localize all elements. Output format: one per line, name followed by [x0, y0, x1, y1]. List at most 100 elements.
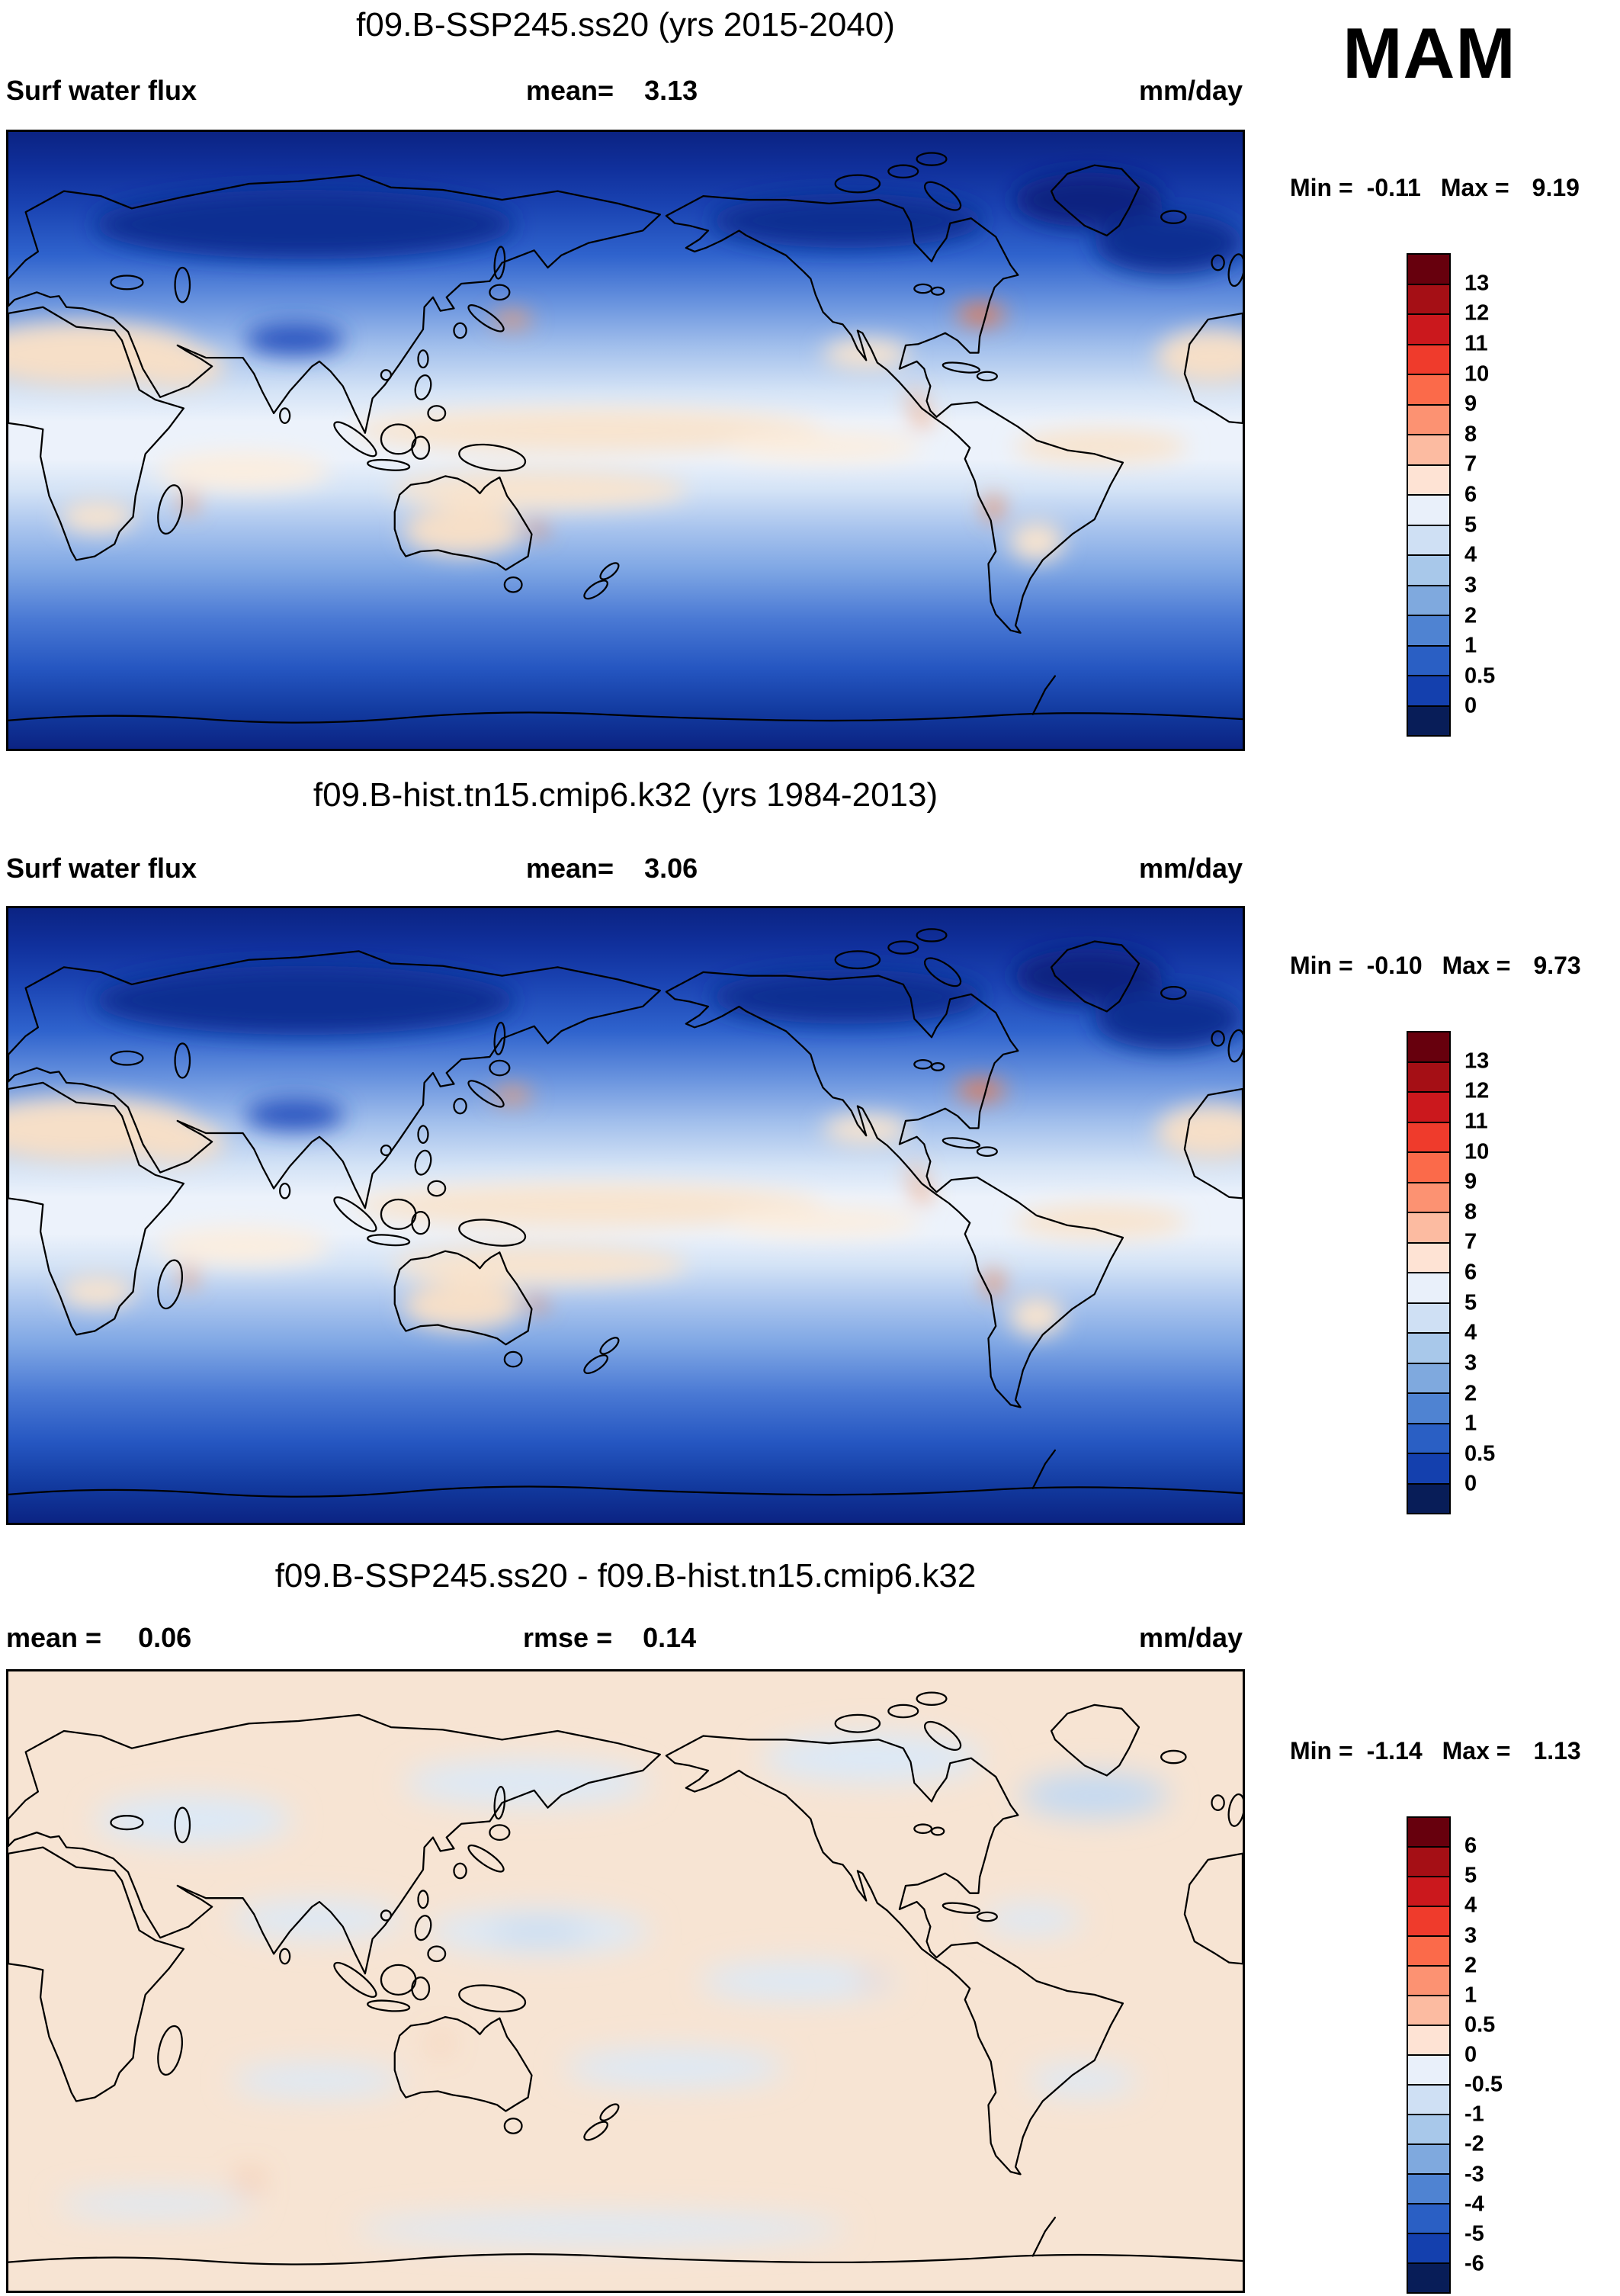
- colorbar-tick-label: 0.5: [1464, 2012, 1496, 2037]
- panel3-min-value: -1.14: [1366, 1737, 1423, 1765]
- colorbar-box: [1408, 1453, 1449, 1483]
- colorbar-tick-label: 4: [1464, 542, 1477, 567]
- panel3-colorbar: [1407, 1816, 1451, 2294]
- panel2-max-value: 9.73: [1533, 952, 1581, 979]
- colorbar-box: [1408, 1995, 1449, 2025]
- colorbar-tick-label: 9: [1464, 1169, 1477, 1194]
- panel3-colorbar-area: 6 5 4 3 2 1 0.5 0 -0.5 -1 -2 -3 -4 -5 -6: [1407, 1816, 1612, 2294]
- panel1-min-label: Min =: [1290, 174, 1353, 201]
- panel3-minmax: Min = -1.14 Max = 1.13: [1290, 1737, 1581, 1765]
- panel3-mean-label: mean =: [6, 1622, 102, 1653]
- panel1-colorbar-labels: 13 12 11 10 9 8 7 6 5 4 3 2 1 0.5 0: [1464, 253, 1594, 737]
- colorbar-box: [1408, 1935, 1449, 1965]
- colorbar-tick-label: 1: [1464, 1983, 1477, 2008]
- colorbar-tick-label: -5: [1464, 2221, 1484, 2246]
- colorbar-box: [1408, 2143, 1449, 2173]
- colorbar-tick-label: 12: [1464, 300, 1490, 326]
- panel2-map: [6, 906, 1245, 1525]
- colorbar-box: [1408, 1362, 1449, 1392]
- colorbar-box: [1408, 1241, 1449, 1272]
- colorbar-tick-label: 4: [1464, 1893, 1477, 1918]
- colorbar-tick-label: 0.5: [1464, 1441, 1496, 1466]
- panel2-colorbar-area: 13 12 11 10 9 8 7 6 5 4 3 2 1 0.5 0: [1407, 1031, 1612, 1514]
- panel2-title: f09.B-hist.tn15.cmip6.k32 (yrs 1984-2013…: [313, 776, 938, 814]
- colorbar-box: [1408, 1272, 1449, 1302]
- colorbar-box: [1408, 343, 1449, 374]
- colorbar-tick-label: 5: [1464, 1863, 1477, 1888]
- colorbar-tick-label: 11: [1464, 1109, 1488, 1134]
- panel2-min-label: Min =: [1290, 952, 1353, 979]
- colorbar-tick-label: -0.5: [1464, 2072, 1503, 2097]
- colorbar-tick-label: 3: [1464, 1923, 1477, 1948]
- panel3-mean-value: 0.06: [138, 1622, 192, 1653]
- colorbar-box: [1408, 2233, 1449, 2262]
- panel2-minmax: Min = -0.10 Max = 9.73: [1290, 952, 1581, 980]
- colorbar-box: [1408, 675, 1449, 705]
- colorbar-box: [1408, 494, 1449, 525]
- colorbar-tick-label: 9: [1464, 391, 1477, 416]
- colorbar-tick-label: 11: [1464, 331, 1488, 356]
- colorbar-box: [1408, 2054, 1449, 2084]
- colorbar-box: [1408, 2203, 1449, 2233]
- colorbar-tick-label: 3: [1464, 573, 1477, 598]
- panel3-min-label: Min =: [1290, 1737, 1353, 1765]
- colorbar-tick-label: 10: [1464, 361, 1490, 386]
- colorbar-tick-label: 6: [1464, 482, 1477, 507]
- colorbar-box: [1408, 2114, 1449, 2143]
- panel1-colorbar-area: 13 12 11 10 9 8 7 6 5 4 3 2 1 0.5 0: [1407, 253, 1612, 737]
- colorbar-tick-label: 5: [1464, 1290, 1477, 1315]
- colorbar-box: [1408, 283, 1449, 313]
- colorbar-box: [1408, 2262, 1449, 2292]
- colorbar-tick-label: -2: [1464, 2131, 1484, 2156]
- colorbar-box: [1408, 1091, 1449, 1122]
- colorbar-box: [1408, 1876, 1449, 1906]
- world-map-difference: [8, 1671, 1243, 2291]
- colorbar-box: [1408, 464, 1449, 494]
- colorbar-box: [1408, 1906, 1449, 1935]
- world-map-flux-2: [8, 908, 1243, 1523]
- colorbar-box: [1408, 313, 1449, 344]
- colorbar-tick-label: 2: [1464, 1381, 1477, 1405]
- colorbar-box: [1408, 1482, 1449, 1513]
- colorbar-tick-label: 4: [1464, 1320, 1477, 1345]
- colorbar-tick-label: 0: [1464, 1471, 1477, 1496]
- colorbar-tick-label: -1: [1464, 2102, 1484, 2127]
- colorbar-box: [1408, 1302, 1449, 1332]
- colorbar-tick-label: 7: [1464, 451, 1477, 477]
- colorbar-box: [1408, 1151, 1449, 1182]
- colorbar-tick-label: 13: [1464, 271, 1490, 296]
- panel1-units-label: mm/day: [1138, 75, 1243, 106]
- colorbar-tick-label: 8: [1464, 1199, 1477, 1225]
- panel2-mean-value: 3.06: [644, 853, 698, 884]
- panel2-colorbar: [1407, 1031, 1451, 1514]
- panel1-max-label: Max =: [1440, 174, 1509, 201]
- colorbar-tick-label: 2: [1464, 603, 1477, 628]
- colorbar-box: [1408, 403, 1449, 434]
- panel1-max-value: 9.19: [1532, 174, 1580, 201]
- colorbar-tick-label: -4: [1464, 2192, 1484, 2217]
- colorbar-box: [1408, 615, 1449, 645]
- panel2-colorbar-labels: 13 12 11 10 9 8 7 6 5 4 3 2 1 0.5 0: [1464, 1031, 1594, 1514]
- panel3-rmse-label: rmse =: [523, 1622, 613, 1653]
- panel3-title: f09.B-SSP245.ss20 - f09.B-hist.tn15.cmip…: [274, 1557, 977, 1594]
- colorbar-box: [1408, 1121, 1449, 1151]
- panel1-map: [6, 130, 1245, 751]
- colorbar-box: [1408, 1422, 1449, 1453]
- colorbar-box: [1408, 1032, 1449, 1061]
- colorbar-box: [1408, 1181, 1449, 1212]
- colorbar-box: [1408, 1061, 1449, 1091]
- panel1-min-value: -0.11: [1366, 174, 1421, 201]
- colorbar-tick-label: 10: [1464, 1139, 1490, 1164]
- colorbar-box: [1408, 2025, 1449, 2054]
- colorbar-box: [1408, 2173, 1449, 2203]
- panel2-mean-stat: mean= 3.06: [526, 853, 698, 885]
- colorbar-tick-label: 1: [1464, 1411, 1477, 1436]
- panel2-units-label: mm/day: [1138, 853, 1243, 884]
- colorbar-box: [1408, 255, 1449, 284]
- colorbar-box: [1408, 705, 1449, 735]
- panel3-rmse-stat: rmse = 0.14: [523, 1622, 696, 1654]
- colorbar-box: [1408, 524, 1449, 554]
- colorbar-tick-label: 5: [1464, 512, 1477, 538]
- panel3-map: [6, 1669, 1245, 2293]
